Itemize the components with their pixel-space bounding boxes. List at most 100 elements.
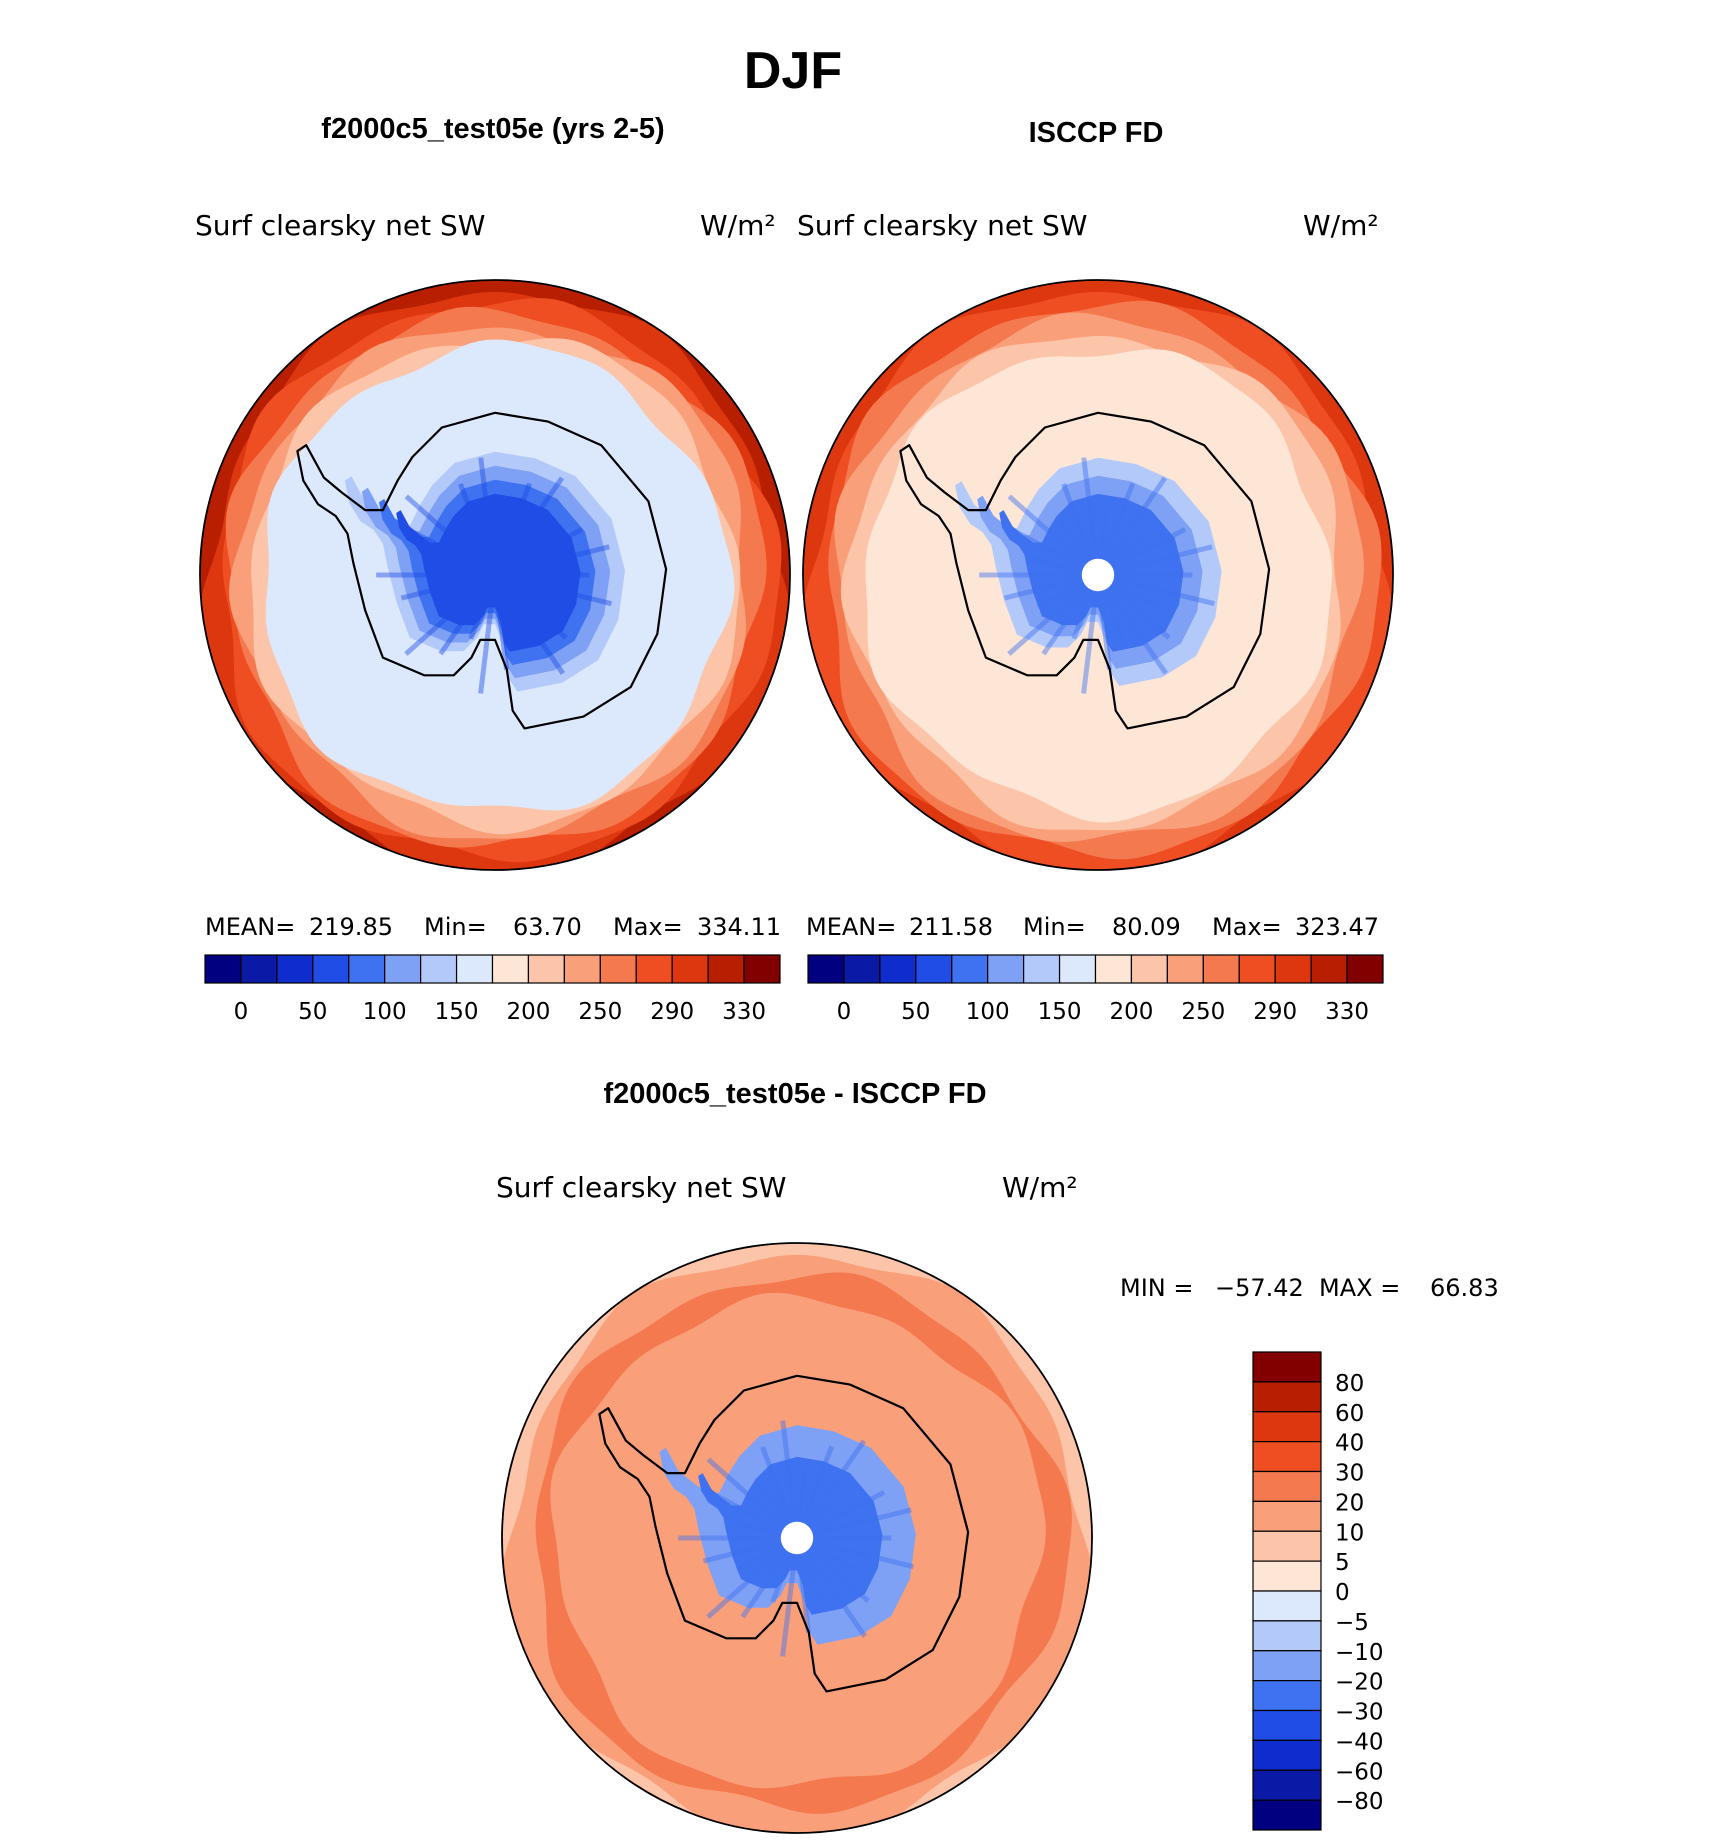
map-outline-diff [501,1242,1093,1834]
texture-streak [735,1544,783,1572]
coastline [598,1374,970,1693]
texture-streak [1071,590,1095,640]
units-label-obs: W/m² [1303,209,1379,242]
texture-streak [438,588,488,656]
colorbar-tick-label: 150 [435,999,479,1025]
colorbar-tick-label: 330 [1325,999,1369,1025]
colorbar-swatch [1252,1411,1322,1443]
texture-streak [1011,527,1084,569]
colorbar-swatch [1252,1590,1322,1622]
colorbar-tick-label: 200 [1109,999,1153,1025]
max-label-model: Max= [613,913,683,941]
texture-streak [1109,584,1171,640]
contour-band [396,493,581,652]
colorbar-swatch [204,954,242,984]
colorbar-tick-label: 40 [1335,1431,1364,1457]
colorbar-swatch [1252,1530,1322,1562]
texture-streak [804,1439,867,1525]
colorbar-swatch [635,954,673,984]
coastline [296,411,668,730]
max-value-diff: 66.83 [1430,1274,1499,1302]
colorbar-swatch [1166,954,1204,984]
colorbar-model: 0 50 100 150 200 250 290 330 [204,954,781,1025]
colorbar-swatch [1252,1560,1322,1592]
colorbar-swatch [1274,954,1312,984]
min-label-diff: MIN = [1120,1274,1193,1302]
colorbar-tick-label: 30 [1335,1461,1364,1487]
texture-streak [498,482,533,560]
colorbar-swatch [240,954,278,984]
texture-streak [813,1507,912,1537]
texture-streak [1041,588,1091,656]
colorbar-tick-label: 200 [506,999,550,1025]
colorbar-tick-label: 10 [1335,1520,1364,1546]
colorbar-tick-label: −80 [1335,1789,1384,1815]
colorbar-swatch [384,954,422,984]
colorbar-swatch [1252,1620,1322,1652]
colorbar-swatch [1252,1680,1322,1712]
min-value-diff: −57.42 [1215,1274,1304,1302]
colorbar-tick-label: 290 [650,999,694,1025]
colorbar-tick-label: 150 [1038,999,1082,1025]
texture-streak [770,1553,794,1603]
texture-streak [730,1519,781,1537]
texture-streak [1031,556,1082,574]
min-label-obs: Min= [1023,913,1086,941]
colorbar-swatch [599,954,637,984]
colorbar-swatch [455,954,494,984]
colorbar-swatch [491,954,530,984]
texture-streak [502,476,565,562]
colorbar-tick-label: 100 [966,999,1010,1025]
texture-streak [408,527,481,569]
texture-streak [1114,544,1213,574]
colorbar-tick-label: 250 [1181,999,1225,1025]
texture-streak [511,576,612,607]
colorbar-tick-label: 100 [363,999,407,1025]
min-value-obs: 80.09 [1112,913,1181,941]
panel-title-diff: f2000c5_test05e - ISCCP FD [603,1078,986,1110]
colorbar-tick-label: −60 [1335,1759,1384,1785]
texture-streak [458,483,492,560]
texture-streak [1036,581,1084,609]
texture-streak [1105,476,1168,562]
texture-streak [710,1490,783,1532]
texture-streak [702,1539,781,1564]
coastline [899,411,1271,730]
variable-label-obs: Surf clearsky net SW [797,209,1087,242]
colorbar-swatch [1252,1470,1322,1502]
texture-streak [756,1480,790,1525]
min-value-model: 63.70 [513,913,582,941]
panel-title-obs: ISCCP FD [1029,117,1164,149]
polar-map-diff [502,1243,1092,1833]
texture-streak [760,1446,794,1523]
polar-map-model [200,280,790,870]
colorbar-swatch [1346,954,1384,984]
max-value-model: 334.11 [697,913,781,941]
texture-streak [740,1551,790,1619]
variable-label-diff: Surf clearsky net SW [496,1171,786,1204]
mean-label-model: MEAN= [205,913,295,941]
colorbar-tick-label: −40 [1335,1729,1384,1755]
texture-streak [1081,592,1099,694]
units-label-diff: W/m² [1002,1171,1078,1204]
map-outline-model [199,279,791,871]
mean-value-model: 219.85 [309,913,393,941]
max-label-diff: MAX = [1319,1274,1400,1302]
texture-streak [813,1539,914,1570]
colorbar-swatch [1252,1650,1322,1682]
texture-streak [506,584,568,640]
texture-streak [1114,576,1215,607]
units-label-model: W/m² [700,209,776,242]
colorbar-swatch [1202,954,1240,984]
colorbar-tick-label: −5 [1335,1610,1369,1636]
texture-streak [796,1470,808,1521]
texture-streak [494,592,509,670]
mean-value-obs: 211.58 [909,913,993,941]
colorbar-swatch [843,954,881,984]
colorbar-tick-label: 0 [837,999,852,1025]
colorbar-swatch [1252,1799,1322,1831]
texture-streak [502,588,566,675]
texture-streak [468,590,492,640]
colorbar-swatch [1094,954,1133,984]
texture-streak [1061,483,1095,560]
